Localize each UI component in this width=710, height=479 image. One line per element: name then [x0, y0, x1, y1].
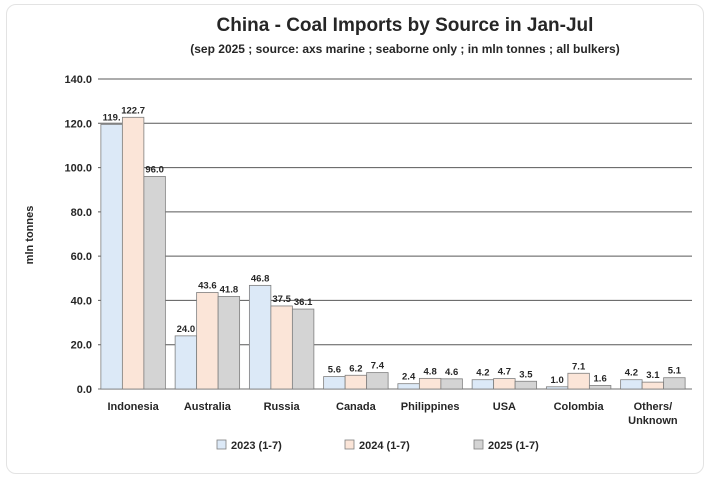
category-label: Others/: [634, 401, 673, 413]
bar: [567, 372, 590, 390]
data-label: 4.2: [625, 368, 638, 379]
bar: [121, 116, 145, 390]
bar: [471, 379, 495, 390]
data-label: 1.0: [551, 375, 564, 386]
data-labels: 119.122.7 96.0 24.0 43.6 41.8 46.837.5 36.1 5.6…: [103, 105, 682, 385]
category-label: Philippines: [401, 401, 460, 413]
data-label: 7.4: [371, 361, 385, 372]
bar: [217, 296, 241, 390]
bar: [323, 376, 346, 390]
data-label: 6.2: [349, 363, 362, 374]
bar: [100, 123, 123, 390]
data-label: 41.8: [220, 284, 239, 295]
legend: 2023 (1-7) 2024 (1-7) 2025 (1-7): [216, 439, 539, 452]
data-label: 2.4: [402, 372, 416, 383]
legend-swatch: [216, 439, 227, 450]
chart-subtitle: (sep 2025 ; source: axs marine ; seaborn…: [190, 42, 619, 56]
y-tick-label: 0.0: [77, 384, 92, 396]
data-label: 7.1: [572, 361, 586, 372]
bar: [174, 335, 198, 390]
data-label: 24.0: [177, 324, 196, 335]
data-label: 3.5: [519, 369, 533, 380]
bar: [620, 379, 643, 390]
legend-label: 2025 (1-7): [488, 440, 539, 452]
bar: [663, 377, 686, 390]
bars: [100, 116, 686, 390]
category-label: USA: [493, 401, 516, 413]
legend-label: 2024 (1-7): [359, 440, 410, 452]
data-label: 96.0: [145, 164, 164, 175]
category-label: Indonesia: [107, 401, 159, 413]
legend-swatch: [344, 439, 355, 450]
legend-label: 2023 (1-7): [231, 440, 282, 452]
data-label: 46.8: [251, 273, 270, 284]
bar: [440, 378, 463, 390]
data-label: 3.1: [646, 370, 660, 381]
y-tick-label: 100.0: [64, 163, 92, 175]
bar: [270, 305, 293, 390]
bar: [641, 381, 665, 390]
data-label: 43.6: [198, 280, 217, 291]
data-label: 4.2: [476, 368, 489, 379]
bar: [418, 377, 442, 390]
bar: [344, 374, 368, 390]
legend-swatch: [473, 439, 484, 450]
data-label: 5.1: [668, 366, 682, 377]
bar: [545, 386, 569, 390]
data-label: 1.6: [594, 373, 607, 384]
x-axis-categories: Indonesia Australia Russia Canada Philippine…: [107, 401, 677, 427]
category-label: Unknown: [628, 415, 678, 427]
data-label: 5.6: [328, 365, 341, 376]
bar: [143, 176, 166, 390]
bar: [291, 308, 315, 390]
bar: [366, 372, 389, 390]
data-label: 122.7: [121, 105, 145, 116]
bar: [514, 380, 538, 390]
bar: [493, 378, 516, 390]
data-label: 4.7: [498, 367, 511, 378]
bar: [397, 383, 420, 390]
y-axis-label: mln tonnes: [24, 206, 36, 265]
y-tick-label: 120.0: [64, 118, 92, 130]
category-label: Colombia: [554, 401, 605, 413]
y-tick-label: 20.0: [71, 340, 92, 352]
data-label: 37.5: [272, 294, 291, 305]
bar: [588, 385, 612, 390]
category-label: Russia: [264, 401, 301, 413]
data-label: 4.8: [424, 366, 437, 377]
y-tick-label: 80.0: [71, 207, 92, 219]
data-label: 119.: [103, 112, 121, 123]
y-tick-label: 140.0: [64, 74, 92, 86]
y-axis-ticks: 0.0 20.0 40.0 60.0 80.0 100.0 120.0 140.0: [64, 74, 92, 396]
chart-title: China - Coal Imports by Source in Jan-Ju…: [217, 15, 594, 36]
data-label: 36.1: [294, 297, 313, 308]
y-tick-label: 40.0: [71, 295, 92, 307]
bar: [248, 284, 272, 390]
category-label: Australia: [184, 401, 232, 413]
category-label: Canada: [336, 401, 377, 413]
y-tick-label: 60.0: [71, 251, 92, 263]
data-label: 4.6: [445, 367, 458, 378]
bar: [196, 292, 219, 390]
